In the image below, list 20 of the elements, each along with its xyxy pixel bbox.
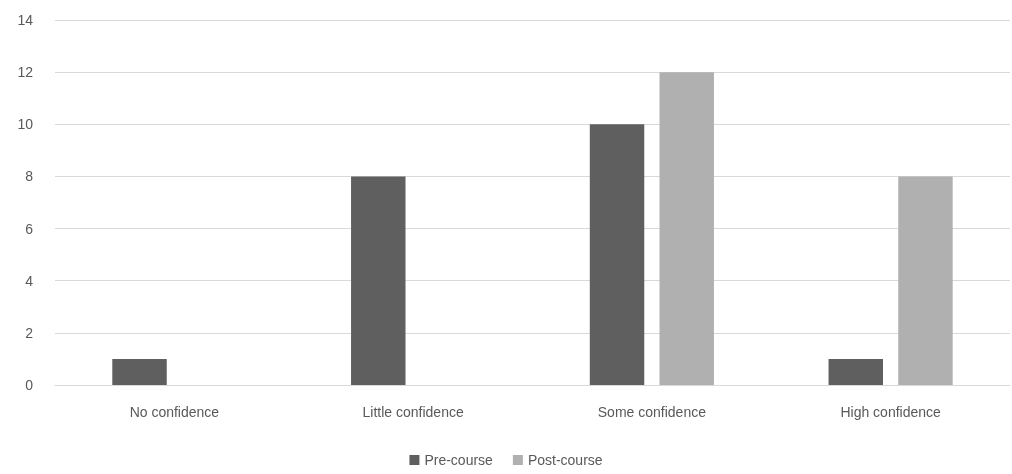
- legend-label: Post-course: [527, 452, 603, 468]
- y-tick-label: 14: [17, 12, 34, 28]
- y-tick-label: 10: [17, 116, 34, 133]
- y-tick-label: 6: [25, 220, 34, 237]
- y-tick-label: 4: [25, 272, 34, 289]
- x-tick-label: High confidence: [840, 404, 942, 420]
- bar: [659, 72, 714, 385]
- bar: [828, 358, 883, 385]
- bar: [898, 176, 953, 385]
- bar: [112, 358, 167, 385]
- y-tick-label: 2: [25, 324, 34, 341]
- bar: [351, 176, 406, 385]
- y-tick-label: 12: [17, 64, 34, 81]
- x-tick-label: Little confidence: [362, 404, 464, 420]
- x-tick-label: Some confidence: [597, 404, 707, 420]
- bar: [589, 124, 645, 385]
- y-tick-label: 8: [25, 168, 34, 185]
- x-tick-label: No confidence: [129, 404, 220, 420]
- y-tick-label: 0: [25, 377, 34, 393]
- legend-label: Pre-course: [424, 452, 494, 468]
